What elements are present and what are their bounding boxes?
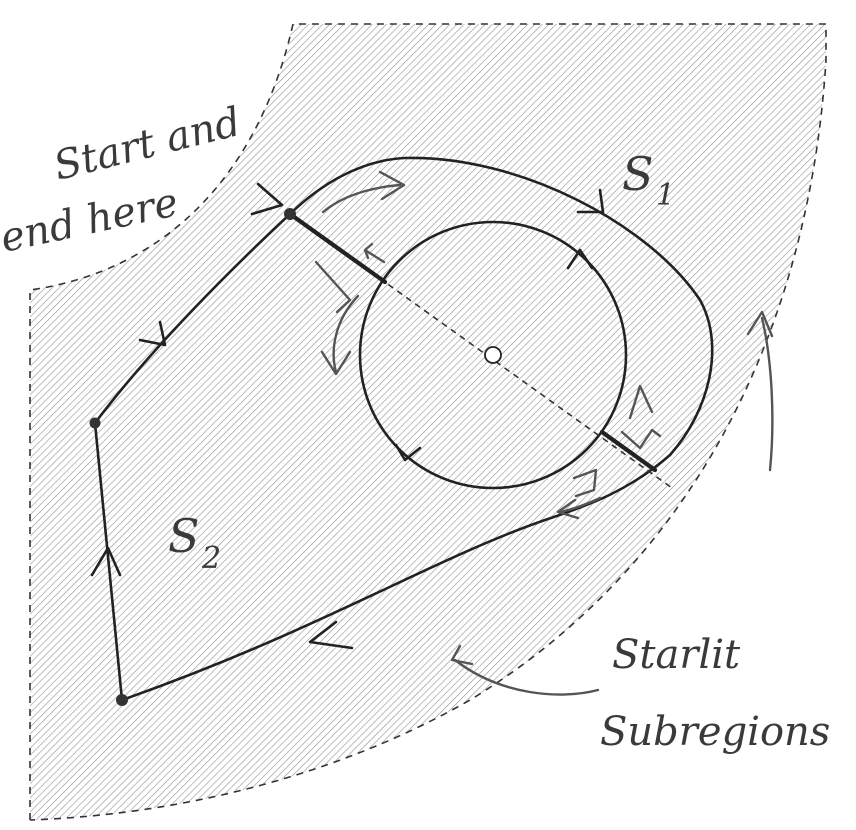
arrowhead-left-edge — [90, 546, 122, 577]
arrowhead-bottom-edge — [308, 620, 354, 650]
s2-subscript: 2 — [201, 541, 221, 576]
curved-arrow-top — [321, 183, 402, 214]
s1-subscript: 1 — [656, 178, 675, 213]
upper-cut — [287, 211, 388, 285]
curved-arrow-lower-head — [556, 498, 580, 520]
bracket-arrow-lower — [572, 468, 598, 498]
pointer-arrow-right-head — [746, 310, 774, 338]
pointer-arrow-bottom-head — [450, 644, 474, 666]
lower-cut — [599, 429, 658, 473]
s2-label: S — [168, 509, 200, 563]
arrowhead-start-note — [250, 182, 284, 216]
arrowhead-outer-top-right — [576, 188, 605, 214]
starlit-label-line2: Subregions — [600, 709, 830, 755]
pointer-arrow-bottom — [453, 658, 600, 696]
curved-arrow-right-up — [628, 384, 654, 420]
bottom-vertex — [116, 694, 128, 706]
s1-label: S — [622, 147, 654, 201]
inner-circle — [358, 220, 628, 490]
left-vertex — [89, 417, 101, 429]
curved-arrow-lower — [558, 496, 602, 514]
center-point — [484, 346, 502, 364]
curved-arrow-top-head — [378, 170, 406, 201]
bracket-arrow-right — [620, 428, 662, 450]
bracket-arrow-upper — [314, 260, 352, 314]
start-label-line1: Start and — [49, 99, 245, 190]
region-boundary-dashed — [29, 23, 827, 821]
pointer-arrow-right — [760, 316, 774, 472]
arrowhead-circle-bottom — [394, 443, 422, 462]
starlit-label-line1: Starlit — [612, 632, 741, 678]
curved-arrow-left — [332, 294, 360, 374]
start-vertex — [284, 208, 296, 220]
curved-arrow-left-head — [320, 350, 352, 376]
small-arrow-upper-cut — [363, 242, 386, 264]
arrowhead-circle-top — [566, 248, 594, 270]
arrowhead-upper-left-edge — [138, 320, 167, 347]
hatched-region — [30, 24, 826, 820]
